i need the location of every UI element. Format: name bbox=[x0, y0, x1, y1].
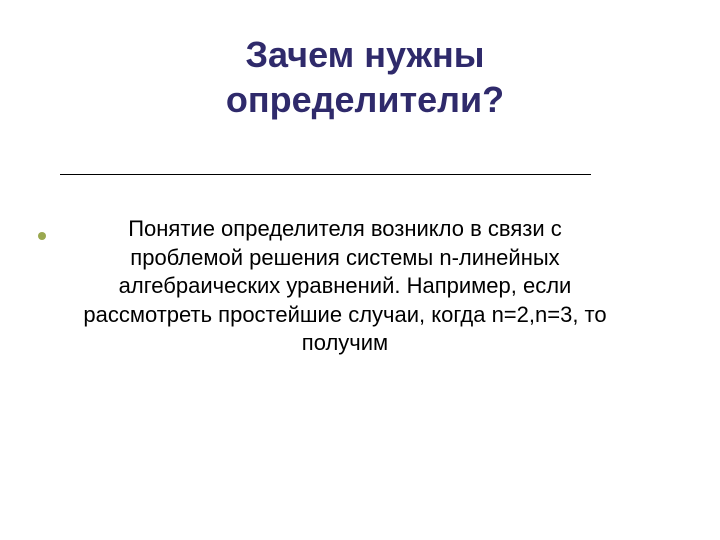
bullet-icon bbox=[38, 232, 46, 240]
slide-body-text: Понятие определителя возникло в связи с … bbox=[70, 215, 660, 358]
slide-title: Зачем нужны определители? bbox=[130, 32, 600, 122]
slide-container: Зачем нужны определители? Понятие опреде… bbox=[0, 0, 720, 540]
title-divider bbox=[60, 174, 591, 175]
